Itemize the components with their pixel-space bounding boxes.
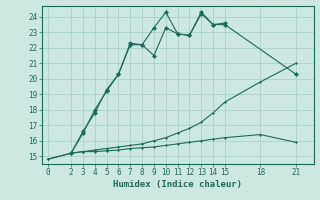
X-axis label: Humidex (Indice chaleur): Humidex (Indice chaleur) [113, 180, 242, 189]
